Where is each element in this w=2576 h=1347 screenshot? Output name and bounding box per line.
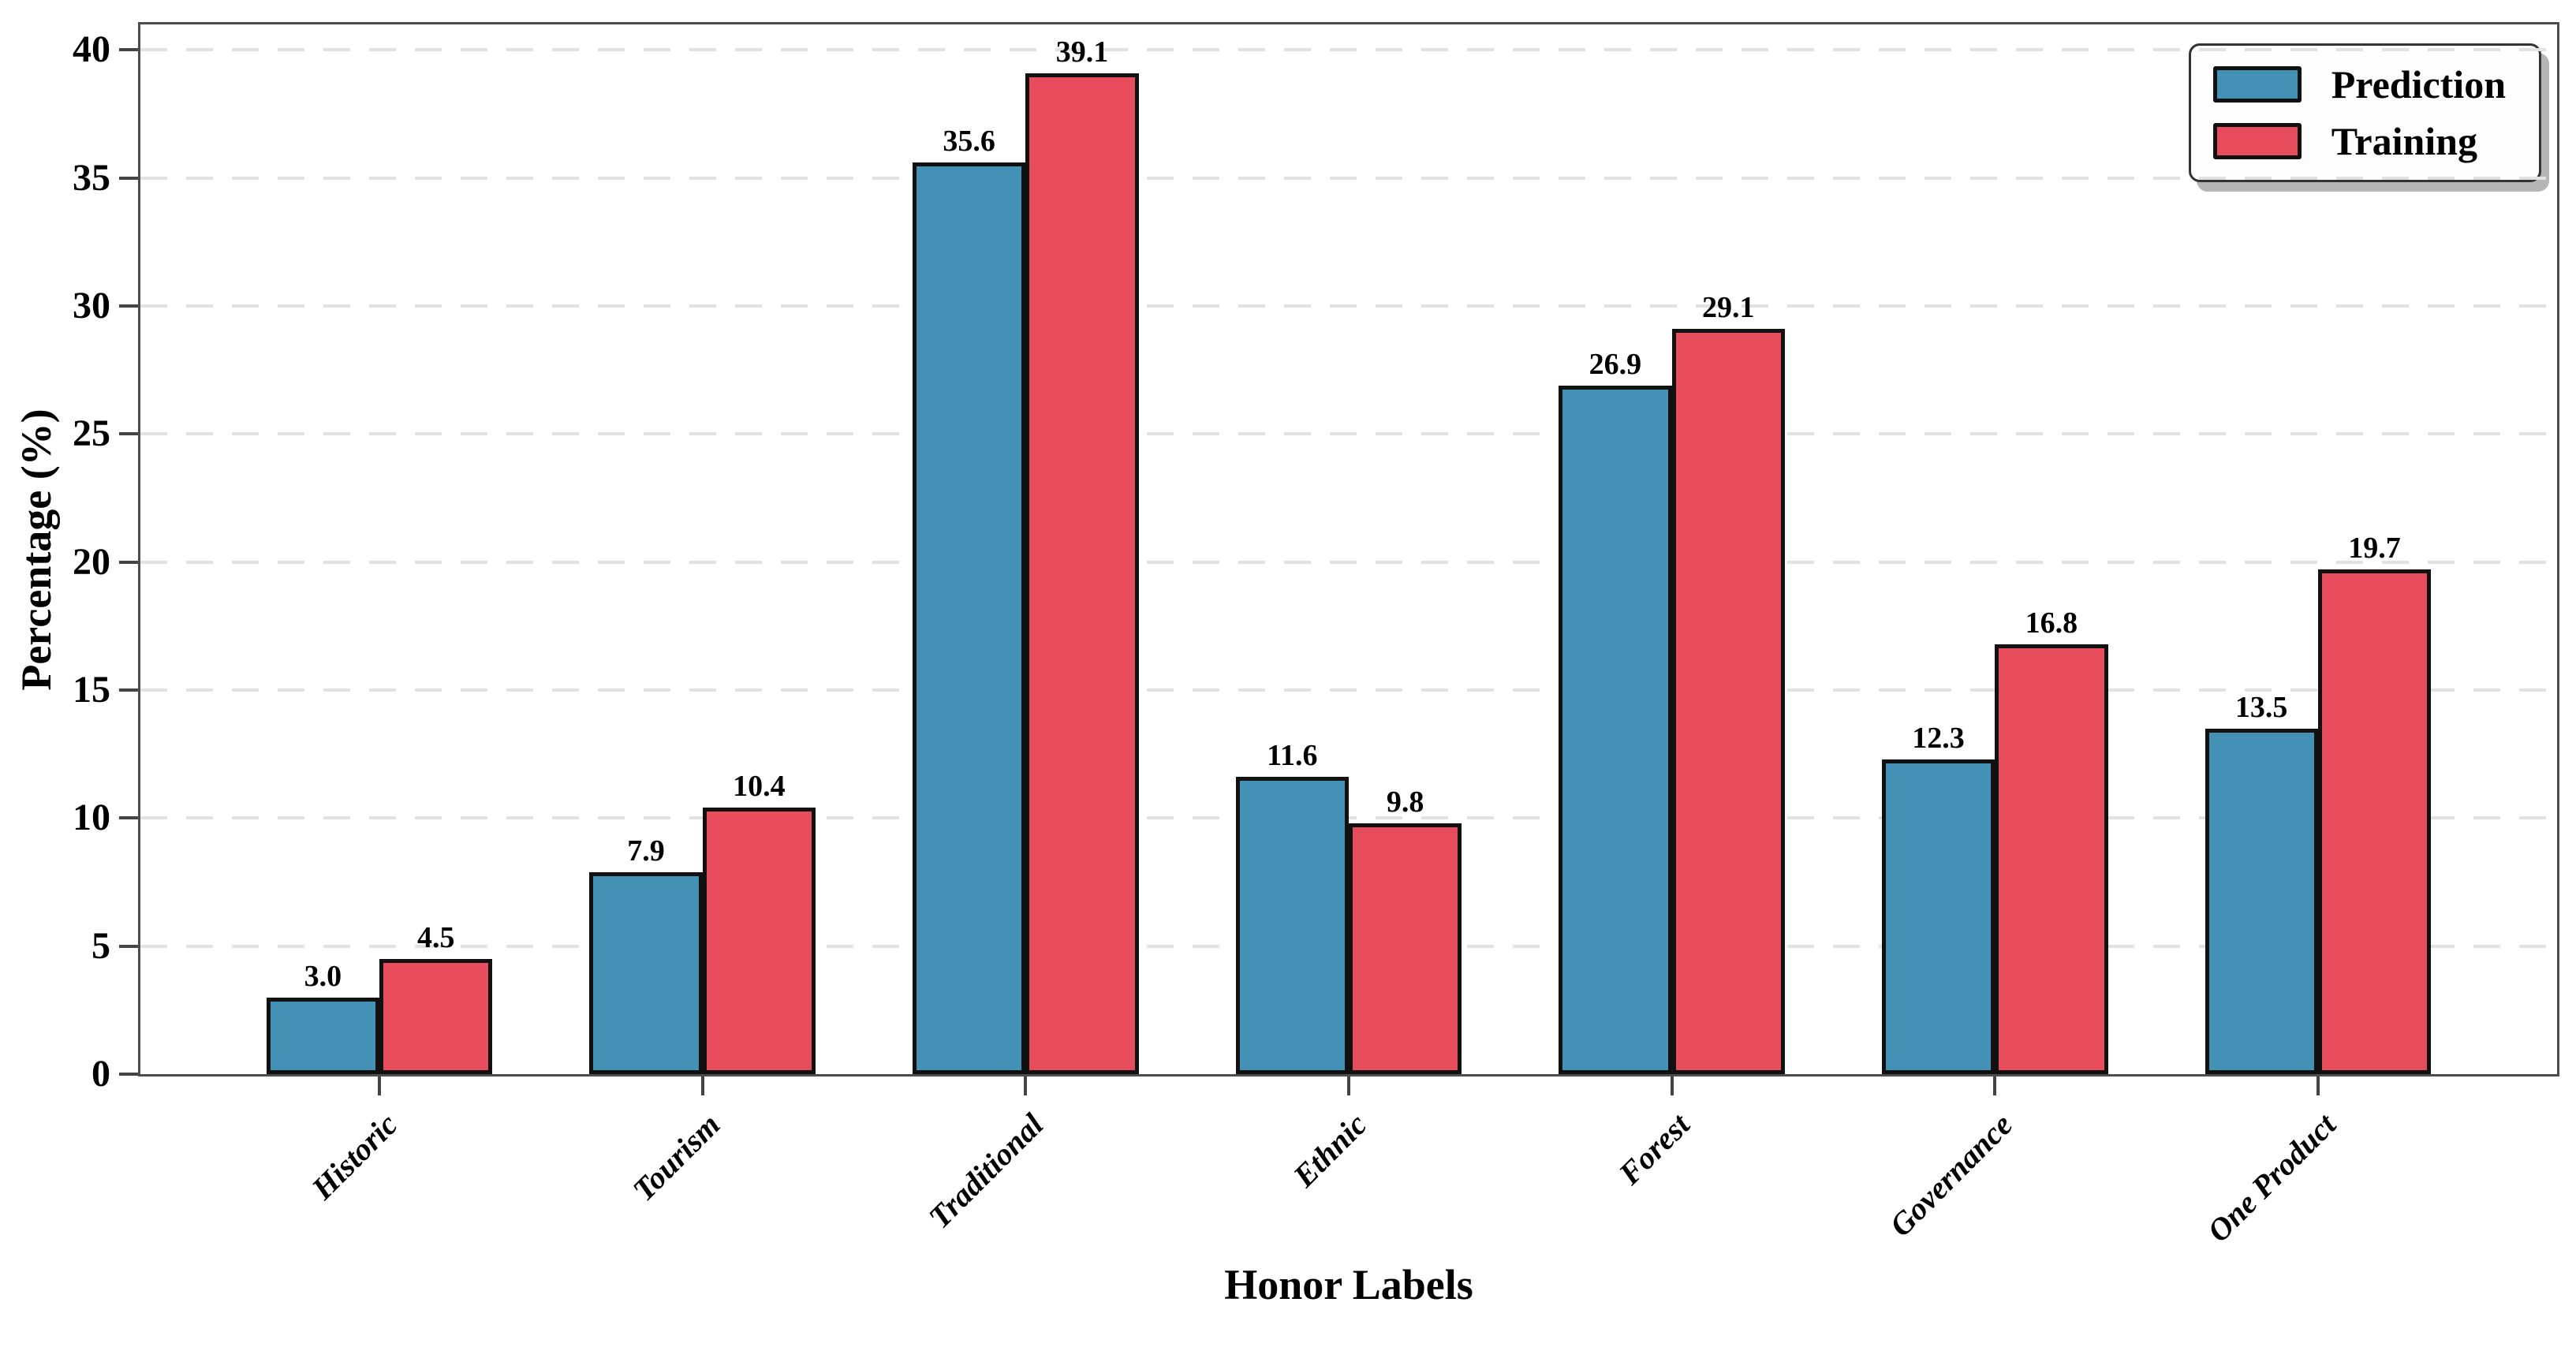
y-axis-title: Percentage (%): [13, 409, 60, 691]
x-tick: [1670, 1076, 1674, 1095]
legend-item-prediction: Prediction: [2212, 62, 2506, 106]
bar-value-label: 7.9: [627, 834, 665, 868]
x-tick: [1993, 1076, 1997, 1095]
y-tick-label: 15: [73, 669, 110, 711]
y-tick-label: 25: [73, 412, 110, 455]
bar-prediction-forest: 26.9: [1559, 348, 1672, 1074]
legend-label-prediction: Prediction: [2331, 62, 2506, 106]
bar-training-tourism: 10.4: [702, 770, 816, 1074]
bar-value-label: 16.8: [2025, 606, 2078, 640]
bar-training-historic: 4.5: [379, 921, 493, 1074]
y-tick: [119, 560, 138, 564]
bar-value-label: 19.7: [2348, 532, 2401, 565]
y-tick-label: 20: [73, 540, 110, 583]
bar-prediction-traditional: 35.6: [913, 125, 1026, 1074]
y-tick: [119, 688, 138, 692]
y-tick: [119, 176, 138, 180]
x-tick: [2316, 1076, 2320, 1095]
y-tick: [119, 432, 138, 436]
legend-swatch-prediction: [2212, 66, 2302, 103]
bar-value-label: 13.5: [2234, 690, 2288, 724]
bar-prediction-ethnic: 11.6: [1235, 739, 1349, 1074]
x-tick-label-tourism: Tourism: [625, 1106, 727, 1208]
bar-training-one-product: 19.7: [2317, 532, 2432, 1074]
gridline: [140, 48, 2557, 52]
bar-training-traditional: 39.1: [1025, 35, 1139, 1074]
y-tick: [119, 816, 138, 820]
bar-value-label: 4.5: [417, 920, 455, 954]
bar-value-label: 35.6: [943, 125, 995, 159]
legend-label-training: Training: [2331, 119, 2477, 163]
gridline: [140, 432, 2557, 436]
y-tick-label: 5: [91, 924, 110, 967]
gridline: [140, 816, 2557, 820]
bar-value-label: 3.0: [304, 959, 342, 993]
bar-prediction-governance: 12.3: [1881, 722, 1995, 1074]
legend-swatch-training: [2212, 123, 2302, 159]
legend: Prediction Training: [2188, 43, 2541, 182]
y-tick: [119, 304, 138, 308]
gridline: [140, 176, 2557, 180]
y-tick: [119, 1073, 138, 1076]
x-tick: [1347, 1076, 1350, 1095]
bar-training-forest: 29.1: [1671, 291, 1785, 1074]
y-tick-label: 35: [73, 156, 110, 199]
x-axis-title: Honor Labels: [1224, 1261, 1473, 1308]
y-tick-label: 0: [91, 1053, 110, 1095]
x-tick: [700, 1076, 704, 1095]
bar-value-label: 39.1: [1055, 35, 1109, 69]
bar-value-label: 11.6: [1267, 739, 1318, 773]
x-tick-label-governance: Governance: [1883, 1106, 2020, 1244]
x-tick-label-historic: Historic: [304, 1106, 405, 1207]
y-tick: [119, 48, 138, 52]
bar-value-label: 9.8: [1386, 785, 1424, 819]
x-tick: [1024, 1076, 1028, 1095]
gridline: [140, 688, 2557, 692]
y-tick-label: 40: [73, 28, 110, 71]
y-tick-label: 30: [73, 285, 110, 327]
gridline: [140, 560, 2557, 564]
bar-value-label: 10.4: [733, 770, 786, 804]
y-tick-label: 10: [73, 797, 110, 839]
gridline: [140, 304, 2557, 308]
bar-value-label: 26.9: [1589, 347, 1642, 381]
x-tick-label-ethnic: Ethnic: [1286, 1106, 1374, 1194]
x-tick-label-one-product: One Product: [2200, 1106, 2343, 1249]
bar-prediction-one-product: 13.5: [2205, 691, 2318, 1074]
legend-item-training: Training: [2212, 119, 2506, 163]
bar-training-governance: 16.8: [1995, 606, 2108, 1074]
plot-area: Prediction Training 0 5 10 15 20 25 30 35 40 3.0 4.…: [73, 22, 2559, 1249]
y-tick: [119, 944, 138, 948]
bar-prediction-historic: 3.0: [266, 960, 380, 1074]
bar-value-label: 12.3: [1912, 721, 1965, 755]
bar-value-label: 29.1: [1702, 291, 1755, 325]
x-tick: [378, 1076, 382, 1095]
bar-prediction-tourism: 7.9: [589, 834, 703, 1074]
x-tick-label-forest: Forest: [1611, 1106, 1697, 1192]
x-tick-label-traditional: Traditional: [921, 1106, 1051, 1236]
bar-training-ethnic: 9.8: [1349, 785, 1462, 1074]
